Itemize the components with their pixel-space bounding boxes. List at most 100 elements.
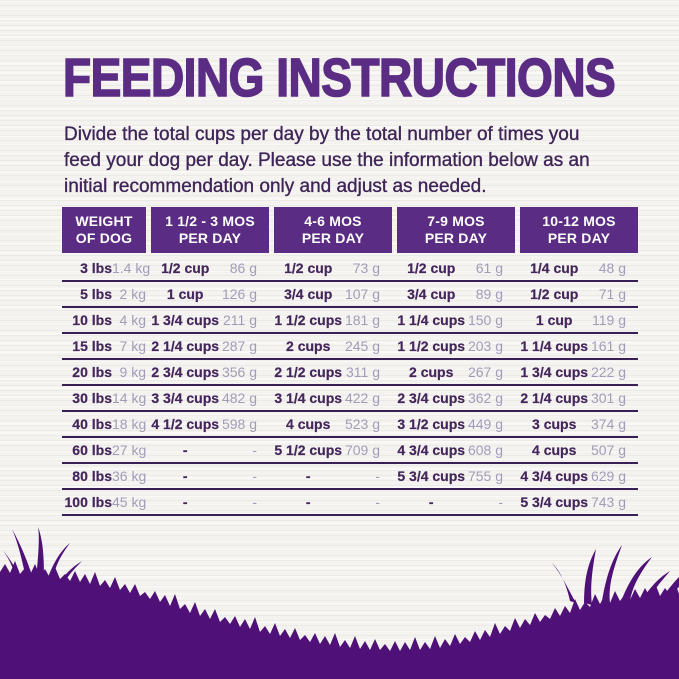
weight-lbs: 5 lbs — [80, 286, 112, 302]
amount-cups: 4 3/4 cups — [520, 468, 589, 484]
weight-lbs: 100 lbs — [64, 494, 112, 510]
intro-line-1: Divide the total cups per day by the tot… — [64, 124, 580, 145]
amount-cell-1half-3-mos: - - — [151, 468, 269, 484]
amount-cell-7-9-mos: 1/2 cup 61 g — [397, 260, 515, 276]
weight-kg: 18 kg — [112, 416, 147, 432]
amount-cell-7-9-mos: 5 3/4 cups 755 g — [397, 468, 515, 484]
amount-cell-10-12-mos: 4 cups 507 g — [520, 442, 638, 458]
amount-cups: 1 3/4 cups — [151, 312, 220, 328]
table-row: 40 lbs 18 kg 4 1/2 cups 598 g 4 cups 523… — [62, 412, 638, 438]
table-header-row: WEIGHT OF DOG 1 1/2 - 3 MOS PER DAY 4-6 … — [62, 207, 638, 253]
table-row: 30 lbs 14 kg 3 3/4 cups 482 g 3 1/4 cups… — [62, 386, 638, 412]
weight-lbs: 60 lbs — [72, 442, 112, 458]
header-weight-of-dog: WEIGHT OF DOG — [62, 207, 146, 253]
weight-cell: 40 lbs 18 kg — [62, 416, 146, 432]
amount-cups: 1 1/2 cups — [274, 312, 343, 328]
amount-grams: - — [375, 494, 380, 510]
feeding-table: WEIGHT OF DOG 1 1/2 - 3 MOS PER DAY 4-6 … — [62, 207, 638, 516]
weight-kg: 4 kg — [119, 312, 146, 328]
amount-cell-10-12-mos: 1 cup 119 g — [520, 312, 638, 328]
amount-cell-1half-3-mos: 1/2 cup 86 g — [151, 260, 269, 276]
amount-cell-7-9-mos: 2 3/4 cups 362 g — [397, 390, 515, 406]
amount-cups: - — [305, 468, 311, 484]
amount-cups: 2 1/4 cups — [520, 390, 589, 406]
amount-grams: 71 g — [598, 286, 626, 302]
table-body: 3 lbs 1.4 kg 1/2 cup 86 g 1/2 cup 73 g 1… — [62, 256, 638, 516]
amount-cell-4-6-mos: 3/4 cup 107 g — [274, 286, 392, 302]
amount-cell-1half-3-mos: 1 3/4 cups 211 g — [151, 312, 269, 328]
amount-cups: 4 cups — [286, 416, 331, 432]
weight-lbs: 20 lbs — [72, 364, 112, 380]
amount-cell-10-12-mos: 1/4 cup 48 g — [520, 260, 638, 276]
amount-grams: 482 g — [221, 390, 257, 406]
amount-cell-4-6-mos: 5 1/2 cups 709 g — [274, 442, 392, 458]
page-title: FEEDING INSTRUCTIONS — [62, 46, 616, 108]
weight-lbs: 40 lbs — [72, 416, 112, 432]
amount-cups: - — [305, 494, 311, 510]
header-10-12-mos: 10-12 MOS PER DAY — [520, 207, 638, 253]
amount-cell-1half-3-mos: - - — [151, 494, 269, 510]
amount-cell-4-6-mos: 2 cups 245 g — [274, 338, 392, 354]
amount-cell-10-12-mos: 1 1/4 cups 161 g — [520, 338, 638, 354]
amount-grams: 48 g — [598, 260, 626, 276]
amount-cell-10-12-mos: 3 cups 374 g — [520, 416, 638, 432]
amount-cups: 1/4 cup — [530, 260, 579, 276]
amount-cell-4-6-mos: - - — [274, 468, 392, 484]
amount-cups: 3 1/2 cups — [397, 416, 466, 432]
weight-lbs: 80 lbs — [72, 468, 112, 484]
amount-grams: 629 g — [590, 468, 626, 484]
amount-cell-4-6-mos: 4 cups 523 g — [274, 416, 392, 432]
amount-grams: 61 g — [475, 260, 503, 276]
amount-grams: 608 g — [467, 442, 503, 458]
amount-cell-4-6-mos: 1/2 cup 73 g — [274, 260, 392, 276]
amount-grams: 362 g — [467, 390, 503, 406]
amount-cups: 1/2 cup — [161, 260, 210, 276]
amount-cups: 1 1/4 cups — [520, 338, 589, 354]
amount-cell-1half-3-mos: 1 cup 126 g — [151, 286, 269, 302]
amount-cups: 1 1/2 cups — [397, 338, 466, 354]
weight-lbs: 3 lbs — [80, 260, 112, 276]
amount-grams: 374 g — [590, 416, 626, 432]
amount-cups: - — [428, 494, 434, 510]
intro-line-2: feed your dog per day. Please use the in… — [64, 150, 590, 171]
amount-cell-7-9-mos: 3/4 cup 89 g — [397, 286, 515, 302]
amount-cell-10-12-mos: 2 1/4 cups 301 g — [520, 390, 638, 406]
weight-kg: 27 kg — [112, 442, 147, 458]
weight-cell: 20 lbs 9 kg — [62, 364, 146, 380]
amount-cups: 1/2 cup — [407, 260, 456, 276]
amount-cell-4-6-mos: 3 1/4 cups 422 g — [274, 390, 392, 406]
amount-grams: 211 g — [223, 312, 257, 328]
amount-cups: 1 3/4 cups — [520, 364, 589, 380]
intro-text: Divide the total cups per day by the tot… — [64, 122, 590, 200]
weight-kg: 2 kg — [119, 286, 146, 302]
amount-grams: 301 g — [590, 390, 626, 406]
amount-cups: 3/4 cup — [407, 286, 456, 302]
table-row: 20 lbs 9 kg 2 3/4 cups 356 g 2 1/2 cups … — [62, 360, 638, 386]
amount-cups: 1 cup — [166, 286, 204, 302]
amount-grams: 422 g — [344, 390, 380, 406]
amount-grams: - — [375, 468, 380, 484]
weight-kg: 14 kg — [112, 390, 147, 406]
amount-cups: 3 3/4 cups — [151, 390, 220, 406]
amount-grams: 203 g — [467, 338, 503, 354]
amount-cups: 2 3/4 cups — [151, 364, 220, 380]
amount-cell-10-12-mos: 1/2 cup 71 g — [520, 286, 638, 302]
amount-grams: - — [498, 494, 503, 510]
amount-cell-7-9-mos: 2 cups 267 g — [397, 364, 515, 380]
weight-cell: 100 lbs 45 kg — [62, 494, 146, 510]
amount-grams: 311 g — [346, 364, 380, 380]
weight-kg: 7 kg — [119, 338, 146, 354]
weight-kg: 36 kg — [112, 468, 147, 484]
table-row: 3 lbs 1.4 kg 1/2 cup 86 g 1/2 cup 73 g 1… — [62, 256, 638, 282]
amount-grams: 119 g — [592, 312, 626, 328]
amount-cups: 4 cups — [532, 442, 577, 458]
amount-cell-4-6-mos: - - — [274, 494, 392, 510]
amount-cups: 4 1/2 cups — [151, 416, 220, 432]
weight-kg: 1.4 kg — [112, 260, 151, 276]
amount-grams: 449 g — [467, 416, 503, 432]
amount-cell-7-9-mos: - - — [397, 494, 515, 510]
header-7-9-mos: 7-9 MOS PER DAY — [397, 207, 515, 253]
weight-lbs: 10 lbs — [72, 312, 112, 328]
weight-kg: 45 kg — [112, 494, 147, 510]
